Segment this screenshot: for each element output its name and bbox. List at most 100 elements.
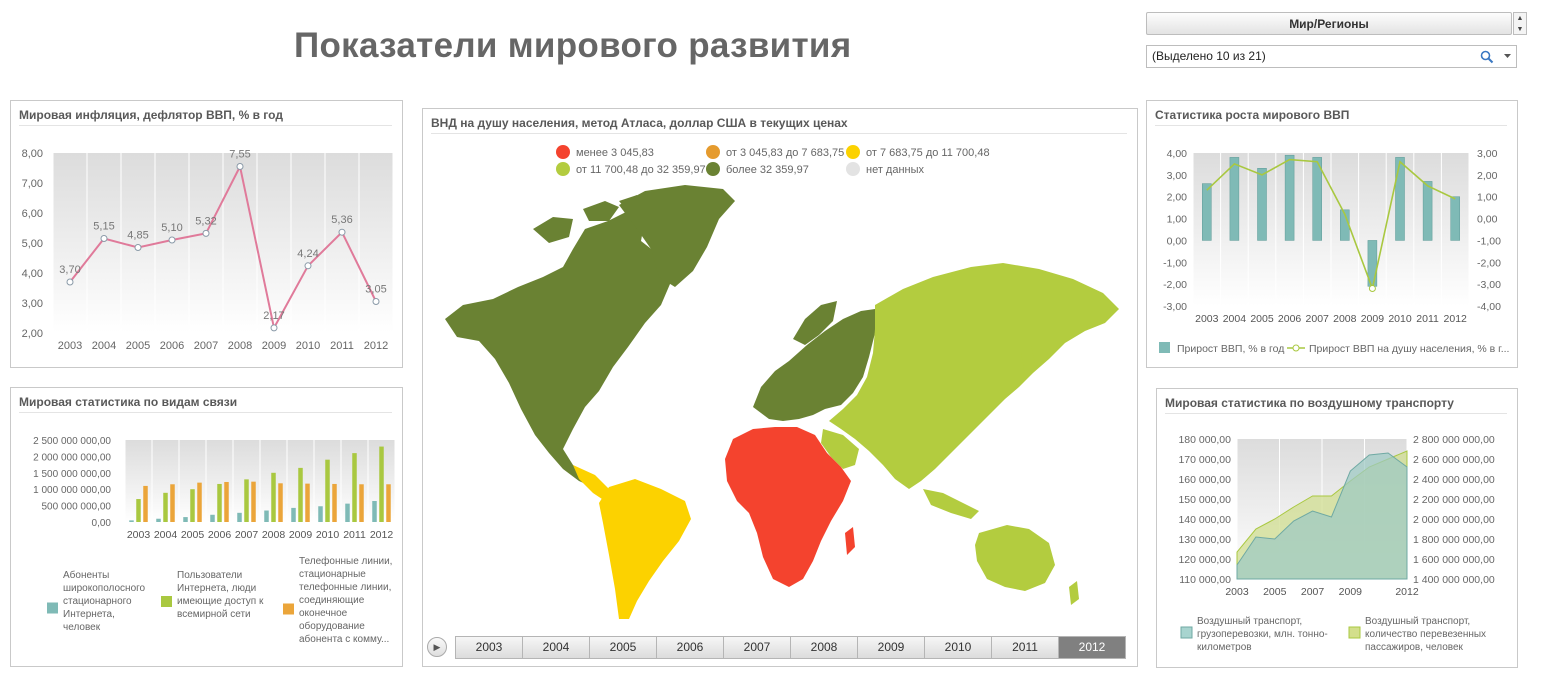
x-tick-label: 2012 (1395, 586, 1419, 598)
data-point (202, 229, 210, 237)
y-tick-label: 120 000,00 (1178, 554, 1231, 566)
data-point (168, 236, 176, 244)
x-tick-label: 2008 (262, 529, 286, 541)
y-tick-label: 170 000,00 (1178, 454, 1231, 466)
map-region-madagascar (845, 527, 855, 555)
map-panel: ВНД на душу населения, метод Атласа, дол… (422, 108, 1138, 667)
y2-tick-label: 2 200 000 000,00 (1413, 494, 1495, 506)
legend-label: менее 3 045,83 (576, 147, 654, 159)
gdp-bar (1284, 154, 1295, 241)
bar-lime (271, 472, 276, 522)
bar-lime (217, 483, 222, 522)
chevron-down-icon[interactable] (1504, 54, 1511, 59)
y-tick-label: 1 500 000 000,00 (33, 469, 111, 480)
y2-tick-label: -4,00 (1477, 301, 1501, 313)
timeline-year-2005[interactable]: 2005 (590, 636, 657, 659)
bar-lime (190, 489, 195, 522)
bar-teal (345, 503, 350, 522)
legend-label: от 11 700,48 до 32 359,97 (576, 164, 706, 176)
y2-tick-label: 1 600 000 000,00 (1413, 554, 1495, 566)
x-tick-label: 2007 (1301, 586, 1325, 598)
y2-tick-label: 1 400 000 000,00 (1413, 574, 1495, 586)
x-tick-label: 2012 (364, 340, 388, 352)
x-tick-label: 2010 (1388, 313, 1412, 325)
y-tick-label: 0,00 (1167, 235, 1188, 247)
scroll-down-icon[interactable]: ▼ (1516, 26, 1524, 33)
x-tick-label: 2005 (181, 529, 205, 541)
timeline-year-2003[interactable]: 2003 (455, 636, 523, 659)
data-point (134, 244, 142, 251)
region-slicer-header[interactable]: Мир/Регионы (1146, 12, 1512, 35)
data-point (270, 324, 278, 332)
x-tick-label: 2007 (194, 340, 218, 352)
bar-orange (224, 481, 229, 522)
timeline-year-2011[interactable]: 2011 (992, 636, 1059, 659)
bar-orange (305, 483, 310, 522)
y-tick-label: 2 500 000 000,00 (33, 436, 111, 447)
bar-orange (278, 483, 283, 522)
y2-tick-label: 1 800 000 000,00 (1413, 534, 1495, 546)
x-tick-label: 2004 (1223, 313, 1247, 325)
bar-orange (386, 484, 391, 522)
page-title: Показатели мирового развития (294, 26, 852, 65)
map-region-asia (829, 263, 1119, 489)
x-tick-label: 2009 (1339, 586, 1363, 598)
data-label: 5,32 (195, 215, 216, 227)
y-tick-label: 7,00 (22, 178, 43, 190)
timeline-year-2004[interactable]: 2004 (523, 636, 590, 659)
timeline-year-2006[interactable]: 2006 (657, 636, 724, 659)
map-region-europe (753, 309, 875, 421)
map-region-south-america (599, 479, 691, 619)
map-region-japan (1021, 345, 1035, 375)
x-tick-label: 2012 (1444, 313, 1468, 325)
year-timeline[interactable]: 2003 2004 2005 2006 2007 2008 2009 2010 2011 2012 (455, 636, 1126, 659)
gdp-bar (1229, 157, 1240, 241)
legend-swatch (1348, 626, 1361, 639)
legend-label: более 32 359,97 (726, 164, 809, 176)
play-icon[interactable]: ▶ (427, 637, 447, 657)
bar-orange (170, 484, 175, 522)
gdp-per-capita-line (1206, 158, 1456, 292)
gdp-bar (1395, 157, 1405, 241)
y2-tick-label: 2,00 (1477, 170, 1498, 182)
panel-title: Мировая статистика по видам связи (19, 395, 238, 409)
x-tick-label: 2010 (296, 340, 320, 352)
y-tick-label: 8,00 (22, 148, 43, 160)
bar-teal (372, 501, 377, 522)
timeline-year-2007[interactable]: 2007 (724, 636, 791, 659)
y-tick-label: 160 000,00 (1178, 474, 1231, 486)
map-region-greenland (619, 185, 735, 287)
bar-lime (379, 446, 384, 522)
y-tick-label: 2,00 (22, 328, 43, 340)
timeline-year-2009[interactable]: 2009 (858, 636, 925, 659)
y-tick-label: 500 000 000,00 (41, 502, 111, 513)
timeline-year-2008[interactable]: 2008 (791, 636, 858, 659)
bar-orange (251, 481, 256, 522)
legend-swatch (846, 162, 860, 176)
data-label: 4,85 (127, 230, 148, 242)
y2-tick-label: 2 600 000 000,00 (1413, 454, 1495, 466)
y2-tick-label: 3,00 (1477, 148, 1498, 160)
slicer-scrollbar[interactable]: ▲ ▼ (1513, 12, 1527, 35)
y-tick-label: 180 000,00 (1178, 434, 1231, 446)
scroll-up-icon[interactable]: ▲ (1516, 15, 1524, 22)
gdp-bar (1202, 183, 1212, 241)
bar-orange (143, 485, 148, 522)
legend-label: Прирост ВВП на душу населения, % в г... (1309, 343, 1509, 355)
x-tick-label: 2003 (127, 529, 151, 541)
legend-swatch (1159, 342, 1170, 353)
timeline-year-2012[interactable]: 2012 (1059, 636, 1126, 659)
y2-tick-label: -2,00 (1477, 257, 1501, 269)
y-tick-label: 140 000,00 (1178, 514, 1231, 526)
bar-teal (129, 520, 134, 522)
x-tick-label: 2004 (92, 340, 116, 352)
data-label: 5,10 (161, 222, 182, 234)
region-selection-dropdown[interactable]: (Выделено 10 из 21) (1146, 45, 1517, 68)
x-tick-label: 2006 (208, 529, 232, 541)
x-tick-label: 2003 (1225, 586, 1249, 598)
data-label: 7,55 (229, 149, 250, 161)
y-tick-label: 130 000,00 (1178, 534, 1231, 546)
search-icon[interactable] (1480, 50, 1494, 64)
y-tick-label: 4,00 (1167, 148, 1188, 160)
timeline-year-2010[interactable]: 2010 (925, 636, 992, 659)
